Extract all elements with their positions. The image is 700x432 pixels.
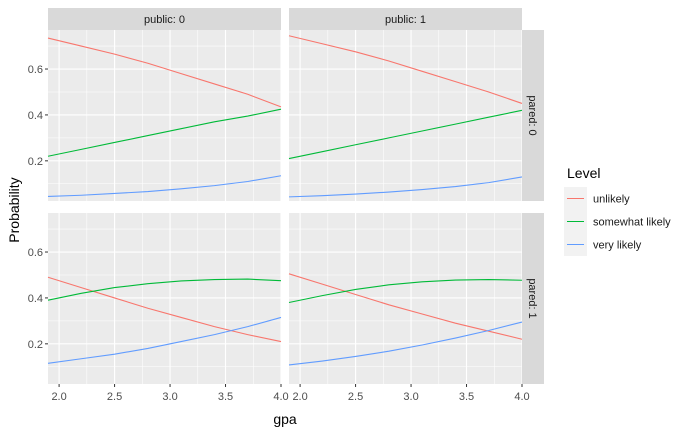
x-tick-label: 3.0 [162, 391, 177, 403]
y-tick-label: 0.4 [28, 293, 43, 305]
series-line [47, 276, 282, 343]
y-tick-label: 0.2 [28, 339, 43, 351]
y-axis-title: Probability [6, 177, 22, 242]
row-strip [522, 30, 544, 201]
strips-layer: public: 0 public: 1 pared: 0 pared: 1 [48, 8, 544, 384]
panels-layer [47, 30, 523, 384]
x-tick-label: 4.0 [514, 391, 529, 403]
series-line [288, 279, 523, 304]
facet-panel [47, 213, 282, 384]
legend-label: very likely [593, 240, 642, 252]
facet-panel [288, 213, 523, 384]
legend: Level unlikely somewhat likely very likely [564, 165, 671, 256]
legend-item: unlikely [564, 187, 630, 210]
y-tick-label: 0.2 [28, 156, 43, 168]
series-line [47, 37, 282, 108]
x-tick-label: 3.5 [459, 391, 474, 403]
facet-panel [288, 30, 523, 201]
legend-label: unlikely [593, 194, 630, 206]
row-strip-label: pared: 1 [526, 278, 538, 318]
series-line [288, 321, 523, 366]
x-tick-label: 4.0 [273, 391, 288, 403]
row-strip-label: pared: 0 [526, 95, 538, 135]
column-strip [48, 8, 281, 30]
column-strip-label: public: 0 [144, 14, 185, 26]
y-tick-label: 0.6 [28, 64, 43, 76]
legend-item: very likely [564, 233, 642, 256]
x-tick-label: 2.5 [107, 391, 122, 403]
legend-label: somewhat likely [593, 217, 671, 229]
series-line [47, 175, 282, 197]
column-strip-label: public: 1 [385, 14, 426, 26]
facet-panel [47, 30, 282, 201]
y-tick-label: 0.6 [28, 247, 43, 259]
legend-keys: unlikely somewhat likely very likely [564, 187, 671, 256]
panel-background [48, 30, 281, 201]
series-line [288, 109, 523, 160]
series-line [47, 278, 282, 301]
x-tick-label: 3.0 [403, 391, 418, 403]
x-tick-label: 2.0 [292, 391, 307, 403]
panel-background [289, 30, 522, 201]
series-line [47, 316, 282, 364]
series-line [288, 176, 523, 198]
axes-layer: 0.2 0.4 0.6 0.2 0.4 0.6 2.0 2.5 3.0 3.5 4.0 2.0 2.5 3… [28, 64, 530, 403]
x-axis-title: gpa [273, 411, 297, 427]
column-strip [289, 8, 522, 30]
panel-background [289, 213, 522, 384]
row-strip [522, 213, 544, 384]
x-tick-label: 2.5 [348, 391, 363, 403]
legend-item: somewhat likely [564, 210, 671, 233]
legend-title: Level [567, 165, 600, 181]
series-line [47, 108, 282, 157]
series-line [288, 273, 523, 340]
x-tick-label: 3.5 [218, 391, 233, 403]
y-tick-label: 0.4 [28, 110, 43, 122]
series-line [288, 35, 523, 104]
x-tick-label: 2.0 [51, 391, 66, 403]
